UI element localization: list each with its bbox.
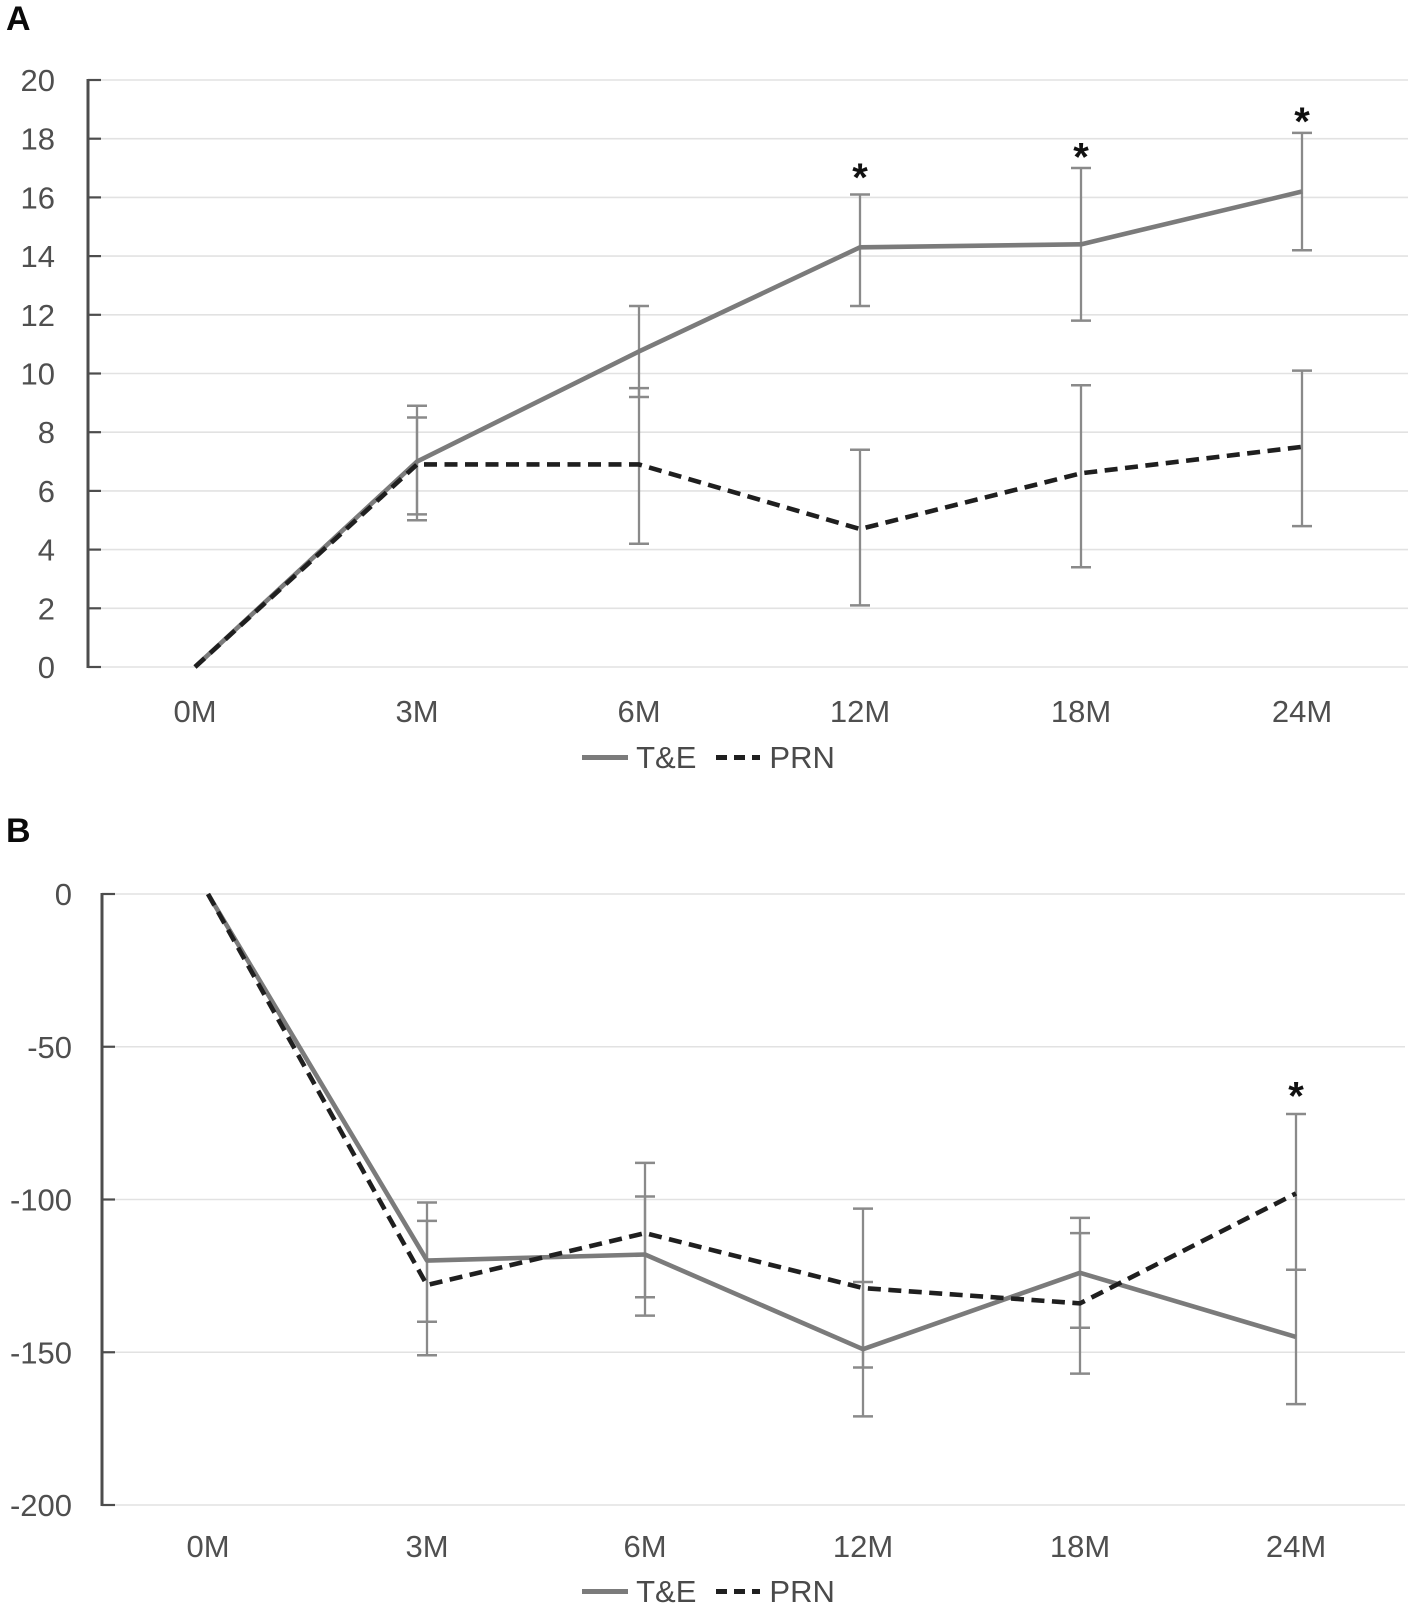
y-tick-label: 8 (38, 415, 55, 450)
significance-asterisk: * (1294, 100, 1310, 144)
legend-item-te: T&E (582, 1576, 696, 1607)
te-solid-line-swatch (582, 755, 629, 760)
series-line-prn (205, 892, 1298, 1306)
panel-b-legend: T&E PRN (0, 1576, 1417, 1607)
legend-label-prn: PRN (769, 740, 835, 775)
legend-label-te: T&E (636, 1574, 697, 1609)
legend-item-prn: PRN (716, 1574, 835, 1609)
y-tick-label: -50 (27, 1030, 72, 1065)
y-tick-label: -150 (10, 1335, 72, 1370)
panel-a-label: A (6, 0, 31, 38)
x-tick-label: 18M (1051, 694, 1111, 729)
y-tick-label: 12 (21, 298, 55, 333)
x-tick-label: 6M (617, 694, 660, 729)
significance-asterisk: * (852, 156, 868, 200)
x-tick-label: 0M (173, 694, 216, 729)
legend-item-prn: PRN (716, 740, 835, 775)
series-line-te (193, 189, 1303, 669)
series-line-prn (193, 444, 1303, 669)
y-tick-label: 18 (21, 122, 55, 157)
panel-a-chart: 0 2 4 6 8 10 12 14 16 18 20 0M 3M 6M 12M 18M 24M * * * (21, 63, 1408, 729)
te-solid-line-swatch (582, 1589, 629, 1594)
y-tick-label: -100 (10, 1183, 72, 1218)
x-tick-label: 24M (1272, 694, 1332, 729)
legend-label-te: T&E (636, 740, 697, 775)
x-tick-label: 24M (1266, 1529, 1326, 1564)
x-tick-label: 12M (833, 1529, 893, 1564)
series-line-te (206, 892, 1297, 1352)
legend-label-prn: PRN (769, 1574, 835, 1609)
y-tick-label: 0 (55, 877, 72, 912)
y-tick-label: 0 (38, 650, 55, 685)
prn-dashed-line-swatch (716, 755, 761, 760)
legend-item-te: T&E (582, 742, 696, 773)
panel-a-legend: T&E PRN (0, 742, 1417, 773)
y-tick-label: 14 (21, 239, 55, 274)
x-tick-label: 3M (395, 694, 438, 729)
x-tick-label: 3M (405, 1529, 448, 1564)
x-tick-label: 0M (186, 1529, 229, 1564)
significance-asterisk: * (1073, 135, 1089, 179)
panel-b-label: B (6, 812, 31, 850)
y-tick-label: 2 (38, 591, 55, 626)
prn-dashed-line-swatch (716, 1589, 761, 1594)
y-tick-label: 6 (38, 474, 55, 509)
y-tick-label: 4 (38, 533, 55, 568)
y-tick-label: -200 (10, 1488, 72, 1523)
y-tick-label: 10 (21, 357, 55, 392)
y-tick-label: 16 (21, 180, 55, 215)
y-tick-label: 20 (21, 63, 55, 98)
x-tick-label: 18M (1050, 1529, 1110, 1564)
x-tick-label: 12M (830, 694, 890, 729)
significance-asterisk: * (1288, 1075, 1304, 1119)
panel-b-chart: 0 -50 -100 -150 -200 0M 3M 6M 12M 18M 24M * (10, 877, 1405, 1564)
x-tick-label: 6M (623, 1529, 666, 1564)
